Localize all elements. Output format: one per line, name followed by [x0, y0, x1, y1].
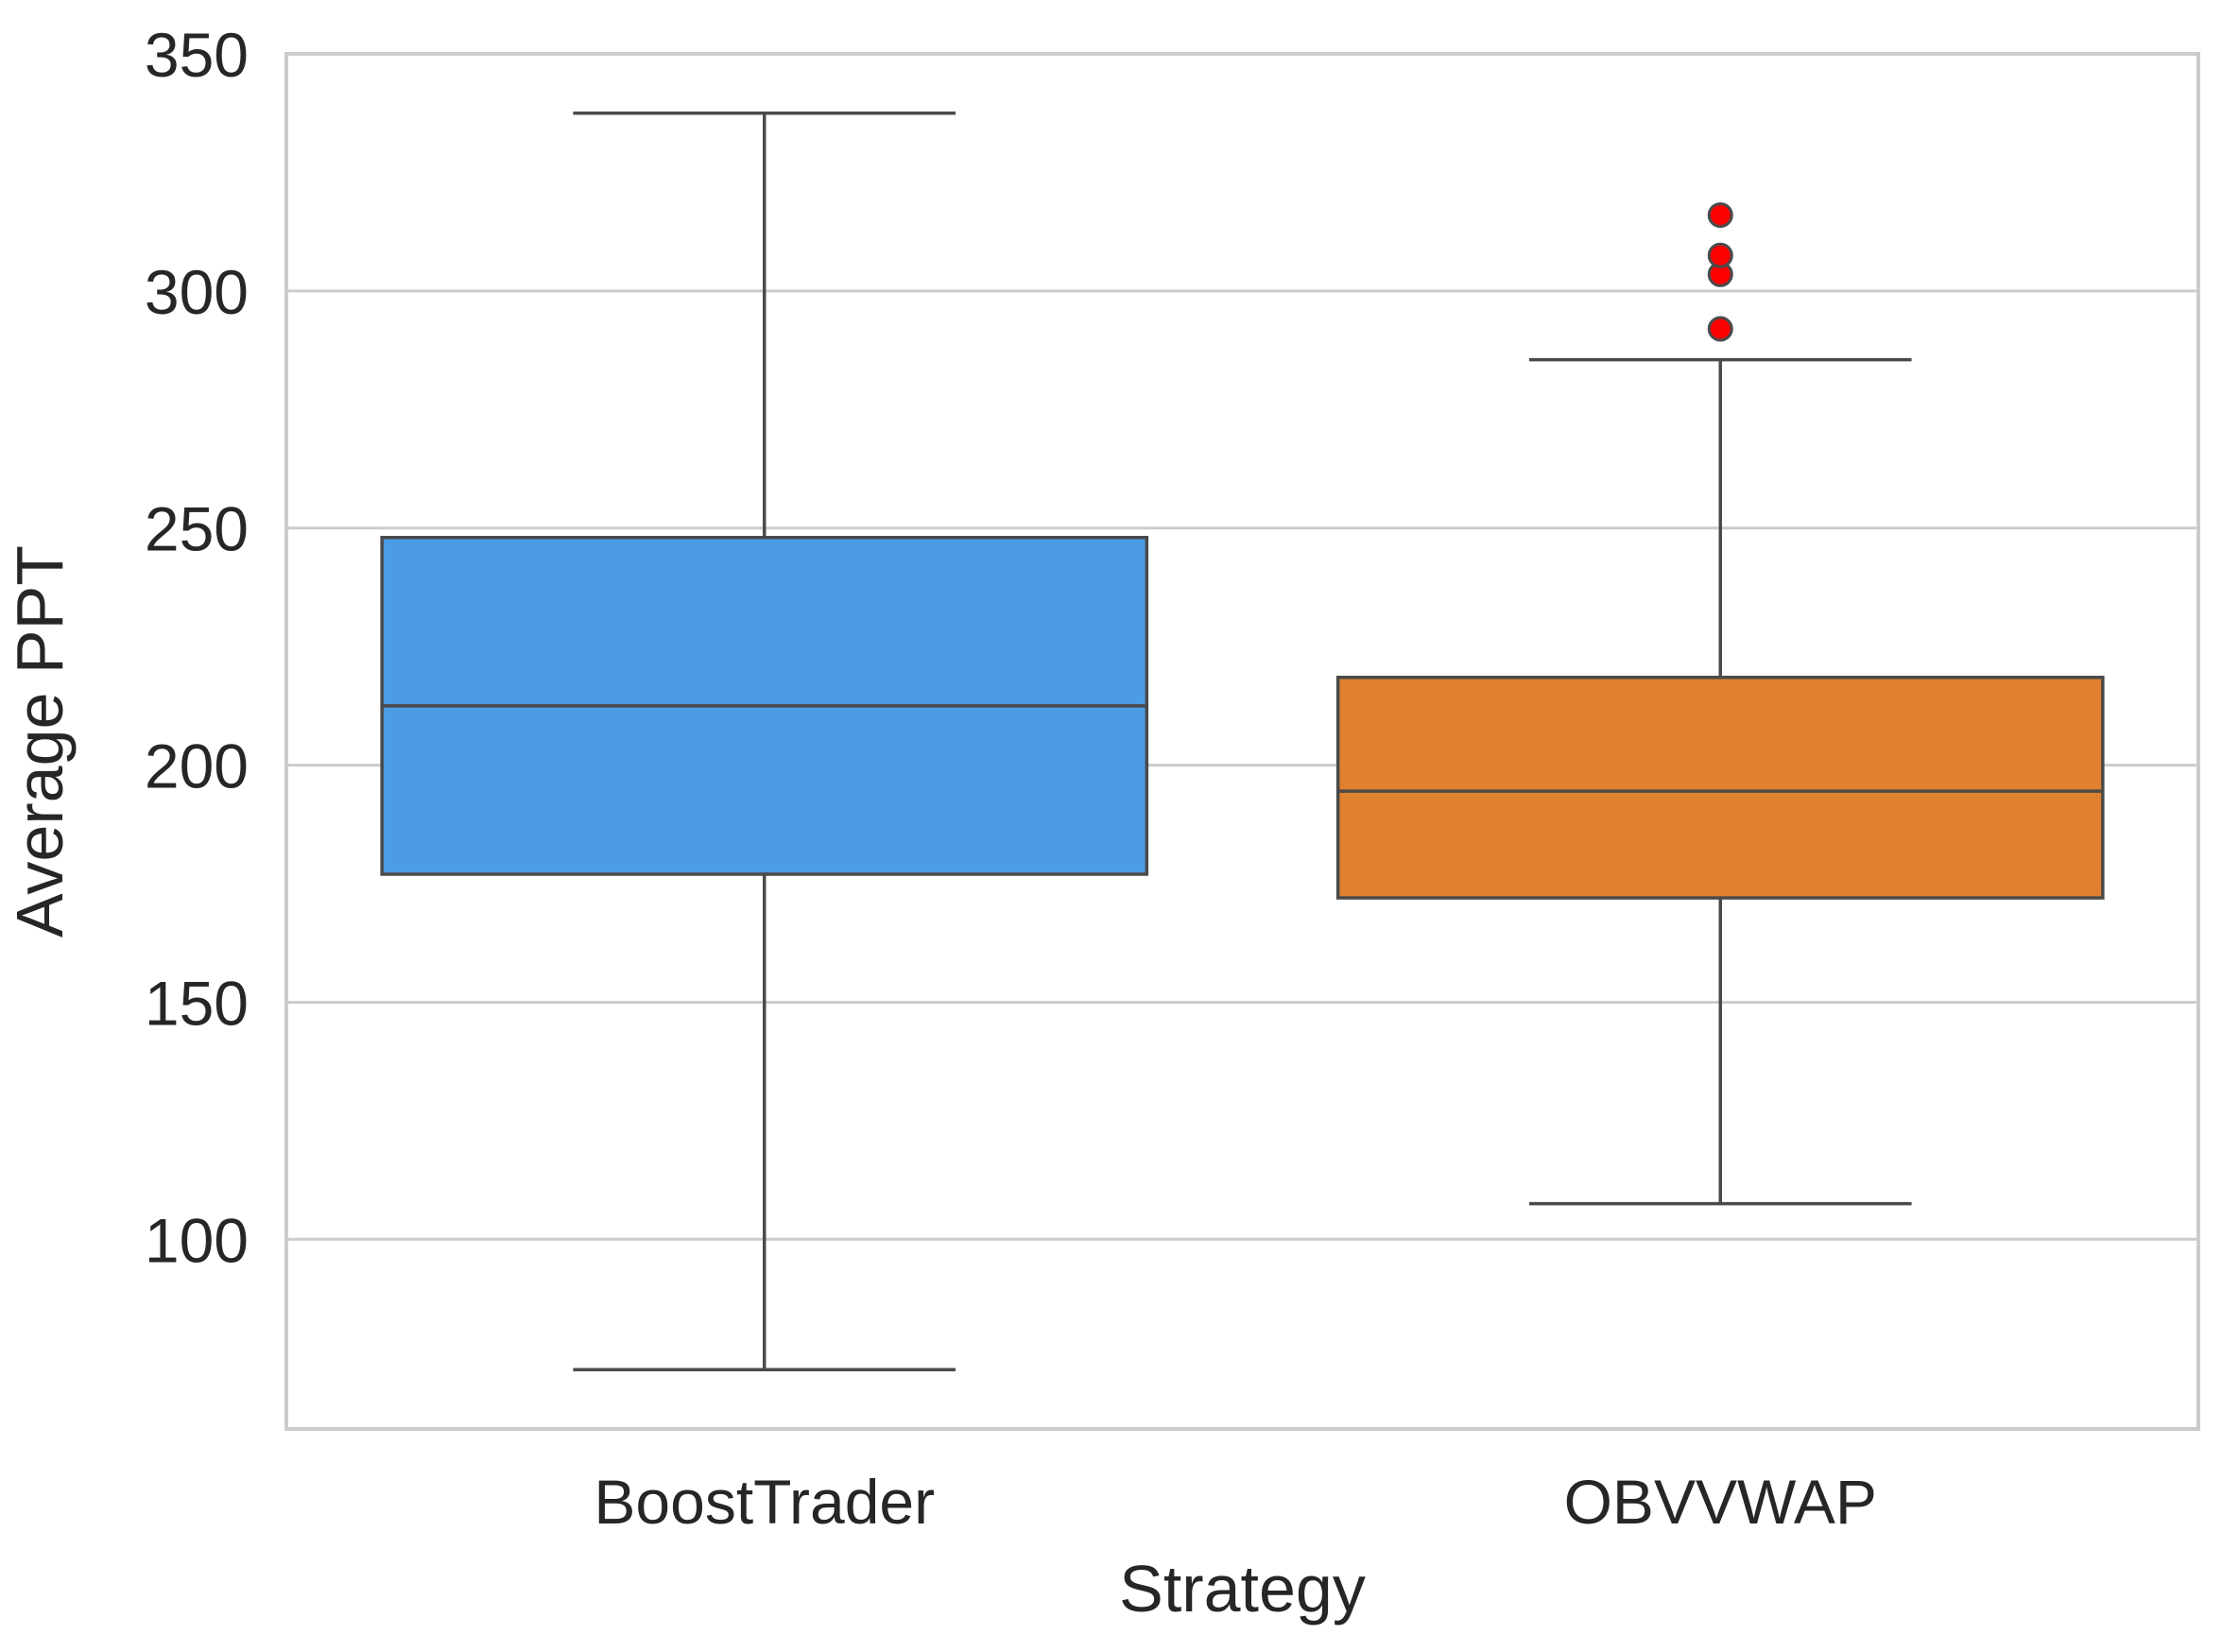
y-axis-ticks: 100 150 200 250 300 350 [145, 20, 249, 1275]
y-tick-label: 250 [145, 494, 249, 564]
y-tick-label: 350 [145, 20, 249, 90]
y-tick-label: 300 [145, 257, 249, 327]
outlier-point [1707, 202, 1733, 229]
y-tick-label: 200 [145, 731, 249, 801]
y-axis-label: Average PPT [3, 545, 77, 938]
y-tick-label: 100 [145, 1205, 249, 1275]
outlier-point [1707, 242, 1733, 268]
box-series [380, 111, 2105, 1372]
y-tick-label: 150 [145, 968, 249, 1038]
outlier-point [1707, 316, 1733, 342]
x-axis-label: Strategy [1119, 1552, 1366, 1626]
box-boosttrader [380, 111, 1149, 1372]
box-obvvwap [1335, 202, 2105, 1206]
x-axis-ticks: BoostTrader OBVVWAP [594, 1467, 1877, 1537]
x-tick-label: OBVVWAP [1564, 1467, 1877, 1537]
x-tick-label: BoostTrader [594, 1467, 935, 1537]
plot-frame [284, 52, 2200, 1431]
box-body [1335, 676, 2105, 900]
